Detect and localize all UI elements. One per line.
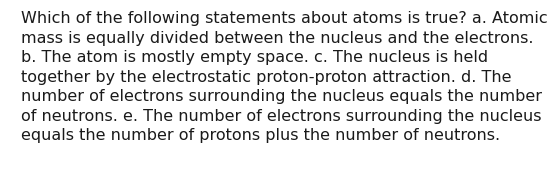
Text: Which of the following statements about atoms is true? a. Atomic
mass is equally: Which of the following statements about …: [21, 11, 547, 143]
